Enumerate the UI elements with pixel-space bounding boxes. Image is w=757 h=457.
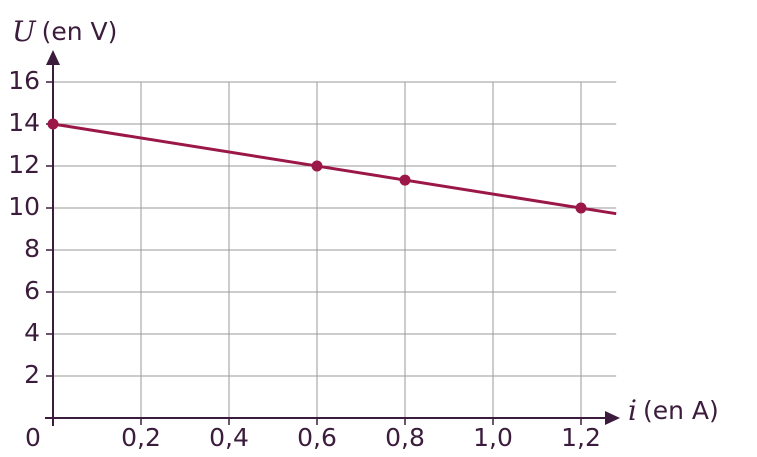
y-tick-label: 12: [8, 150, 40, 179]
x-tick-label: 0: [25, 423, 41, 452]
x-tick-label: 0,4: [209, 423, 249, 452]
x-tick-label: 0,6: [297, 423, 337, 452]
y-tick-label: 6: [24, 276, 40, 305]
y-unit: (en V): [42, 17, 118, 46]
x-unit: (en A): [643, 396, 719, 425]
x-symbol: i: [628, 394, 637, 427]
y-tick-label: 16: [8, 66, 40, 95]
data-line: [52, 122, 617, 216]
y-arrow: [46, 50, 60, 65]
y-tick-label: 4: [24, 318, 40, 347]
x-tick-label: 1,2: [561, 423, 601, 452]
x-axis-label: i (en A): [628, 394, 719, 427]
y-tick-label: 8: [24, 234, 40, 263]
x-tick-label: 0,2: [121, 423, 161, 452]
x-tick-label: 1,0: [473, 423, 513, 452]
x-arrow: [605, 411, 620, 425]
y-tick-label: 14: [8, 108, 40, 137]
y-tick-label: 10: [8, 192, 40, 221]
data-point: [47, 118, 59, 130]
data-point: [575, 202, 587, 214]
x-tick-label: 0,8: [385, 423, 425, 452]
y-symbol: U: [12, 15, 37, 48]
y-tick-label: 2: [24, 360, 40, 389]
data-point: [311, 160, 323, 172]
data-point: [399, 174, 411, 186]
y-axis-label: U (en V): [12, 15, 117, 48]
